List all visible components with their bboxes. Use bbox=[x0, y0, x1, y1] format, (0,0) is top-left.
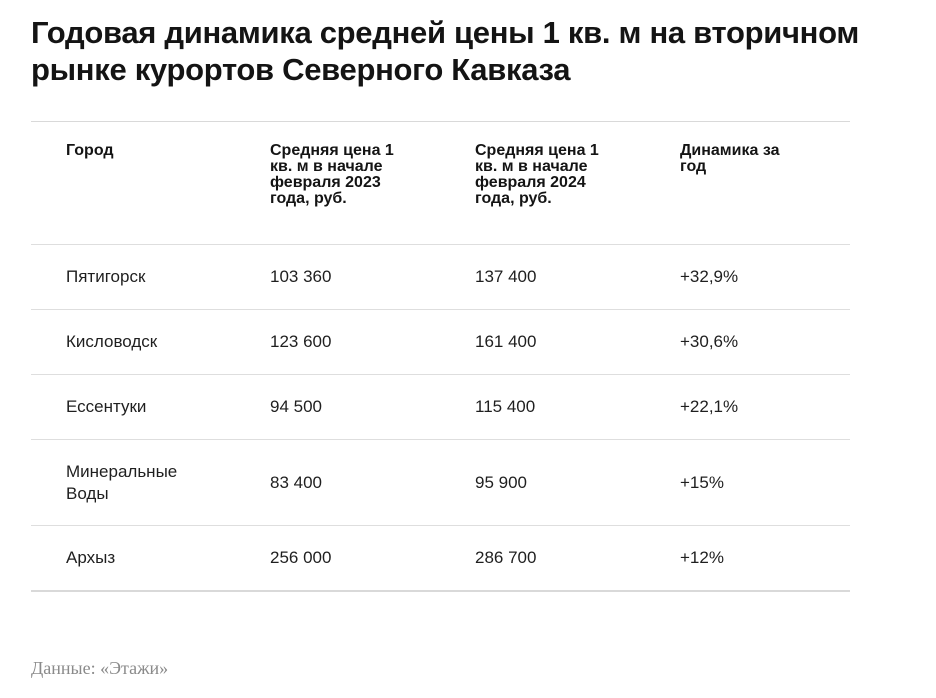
header-price-2023: Средняя цена 1 кв. м в начале февраля 20… bbox=[270, 142, 394, 207]
price-2023-cell: 123 600 bbox=[270, 332, 332, 351]
price-2024-cell: 137 400 bbox=[475, 267, 537, 286]
header-city: Город bbox=[66, 142, 114, 159]
city-cell: Минеральные Воды bbox=[66, 461, 178, 503]
city-cell: Ессентуки bbox=[66, 397, 147, 416]
city-cell: Кисловодск bbox=[66, 332, 158, 351]
city-cell: Пятигорск bbox=[66, 267, 146, 286]
price-2024-cell: 115 400 bbox=[475, 397, 536, 416]
source-note: Данные: «Этажи» bbox=[31, 658, 169, 678]
price-2023-cell: 103 360 bbox=[270, 267, 332, 286]
dynamics-cell: +30,6% bbox=[680, 332, 739, 351]
table-row: Архыз 256 000 286 700 +12% bbox=[31, 525, 850, 590]
price-2023-cell: 83 400 bbox=[270, 472, 322, 492]
page-title: Годовая динамика средней цены 1 кв. м на… bbox=[31, 15, 859, 87]
dynamics-cell: +15% bbox=[680, 472, 724, 492]
table-row: Минеральные Воды 83 400 95 900 +15% bbox=[31, 439, 850, 525]
table-header-row: Город Средняя цена 1 кв. м в начале февр… bbox=[31, 122, 850, 244]
price-2024-cell: 286 700 bbox=[475, 548, 537, 567]
price-2023-cell: 256 000 bbox=[270, 548, 332, 567]
table-row: Ессентуки 94 500 115 400 +22,1% bbox=[31, 374, 850, 439]
price-2024-cell: 161 400 bbox=[475, 332, 537, 351]
table-row: Пятигорск 103 360 137 400 +32,9% bbox=[31, 244, 850, 309]
price-2023-cell: 94 500 bbox=[270, 397, 322, 416]
dynamics-cell: +32,9% bbox=[680, 267, 739, 286]
header-dynamics: Динамика за год bbox=[680, 142, 780, 175]
price-2024-cell: 95 900 bbox=[475, 472, 527, 492]
city-cell: Архыз bbox=[66, 548, 116, 567]
header-price-2024: Средняя цена 1 кв. м в начале февраля 20… bbox=[475, 142, 599, 207]
table-row: Кисловодск 123 600 161 400 +30,6% bbox=[31, 309, 850, 374]
dynamics-cell: +12% bbox=[680, 548, 724, 567]
dynamics-cell: +22,1% bbox=[680, 397, 739, 416]
price-table: Город Средняя цена 1 кв. м в начале февр… bbox=[31, 121, 850, 592]
